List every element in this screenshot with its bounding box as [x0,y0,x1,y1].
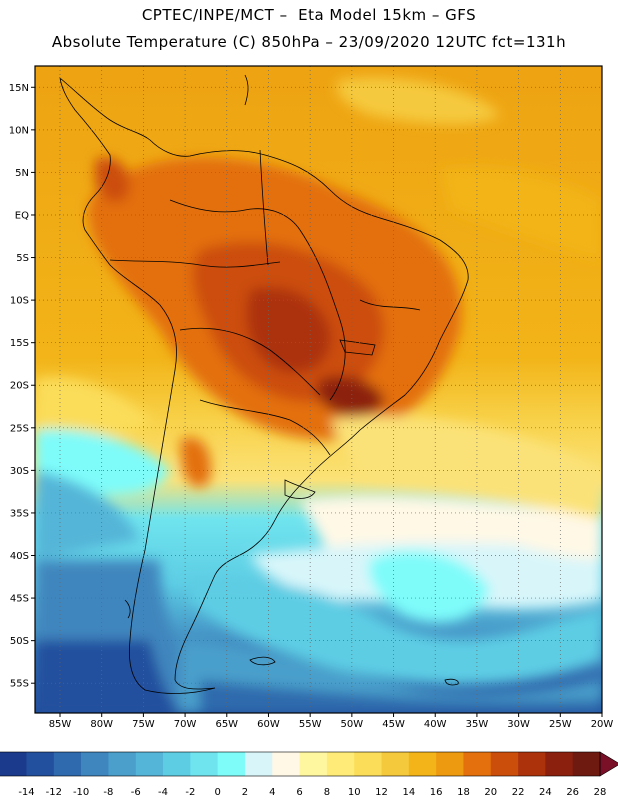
colorbar-swatch [190,752,218,776]
lon-label: 25W [549,719,572,730]
lon-label: 75W [132,719,155,730]
longitude-labels: 85W 80W 75W 70W 65W 60W 55W 50W 45W 40W 35W 30W 25W 2… [49,713,614,730]
colorbar-tick-label: 2 [242,787,248,798]
colorbar-tick-label: 18 [457,787,470,798]
colorbar-swatch [572,752,601,776]
lat-label: 15S [10,338,29,349]
colorbar-swatch [244,752,273,776]
colorbar-swatch [545,752,573,776]
colorbar-swatch [108,752,137,776]
lat-label: 35S [10,508,29,519]
lat-label: 5N [15,168,29,179]
colorbar-tick-label: -4 [158,787,168,798]
colorbar-tick-label: -2 [185,787,195,798]
lat-label: EQ [15,210,29,221]
colorbar-swatch [326,752,355,776]
colorbar-swatch [354,752,382,776]
lon-label: 50W [341,719,364,730]
colorbar-swatch [163,752,191,776]
colorbar-tick-label: 16 [430,787,443,798]
lon-label: 55W [299,719,322,730]
colorbar-tick-label: 6 [296,787,302,798]
colorbar-tick-label: 24 [539,787,552,798]
colorbar-swatch [518,752,546,776]
lon-label: 65W [215,719,238,730]
colorbar-tick-label: 8 [324,787,330,798]
colorbar-swatch [299,752,328,776]
lon-label: 80W [90,719,113,730]
colorbar-tick-label: -14 [18,787,34,798]
lon-label: 35W [466,719,489,730]
lon-label: 30W [507,719,530,730]
lat-label: 40S [10,551,29,562]
latitude-labels: 15N 10N 5N EQ 5S 10S 15S 20S 25S 30S 35S 40S 45S 50S 5… [9,83,35,690]
colorbar-tick-label: -8 [103,787,113,798]
lat-label: 5S [16,253,29,264]
colorbar-tick-label: 20 [484,787,497,798]
lat-label: 30S [10,466,29,477]
map-frame [34,65,603,714]
colorbar-tick-label: -10 [73,787,89,798]
colorbar-tick-label: 26 [566,787,579,798]
colorbar-tick-label: -12 [46,787,62,798]
colorbar-swatch [272,752,300,776]
colorbar [0,751,618,777]
title-model-line: CPTEC/INPE/MCT – Eta Model 15km – GFS [141,6,477,24]
colorbar-tick-label: 14 [402,787,415,798]
lat-label: 55S [10,679,29,690]
colorbar-tick-label: 12 [375,787,388,798]
lat-label: 50S [10,636,29,647]
lon-label: 20W [591,719,614,730]
temperature-field [35,66,602,713]
colorbar-tick-label: 0 [214,787,220,798]
colorbar-labels: -14 -12 -10 -8 -6 -4 -2 0 2 4 6 8 10 12 14 16 18 20 22 24 26… [18,787,606,798]
colorbar-swatch [408,752,437,776]
lon-label: 85W [49,719,72,730]
colorbar-swatch [81,752,109,776]
graticule-grid [35,66,603,713]
colorbar-swatch [436,752,464,776]
colorbar-swatch [0,752,27,776]
colorbar-swatch [26,752,55,776]
colorbar-swatch [490,752,519,776]
lon-label: 70W [174,719,197,730]
lon-label: 60W [257,719,280,730]
colorbar-swatch [217,752,246,776]
lat-label: 20S [10,381,29,392]
lon-label: 45W [382,719,405,730]
lat-label: 10S [10,296,29,307]
lat-label: 15N [9,83,29,94]
colorbar-swatch [463,752,492,776]
colorbar-outline [0,751,601,777]
colorbar-tick-label: 4 [269,787,275,798]
coastline-borders [59,74,469,694]
colorbar-swatch [135,752,164,776]
lat-label: 10N [9,125,29,136]
colorbar-high-arrow [599,751,618,777]
colorbar-tick-label: 28 [594,787,607,798]
title-variable-line: Absolute Temperature (C) 850hPa – 23/09/… [51,33,567,51]
lat-label: 45S [10,594,29,605]
lat-label: 25S [10,423,29,434]
colorbar-tick-label: 10 [348,787,361,798]
colorbar-swatch [53,752,82,776]
colorbar-tick-label: 22 [512,787,525,798]
lon-label: 40W [424,719,447,730]
colorbar-tick-label: -6 [131,787,141,798]
colorbar-swatch [381,752,410,776]
